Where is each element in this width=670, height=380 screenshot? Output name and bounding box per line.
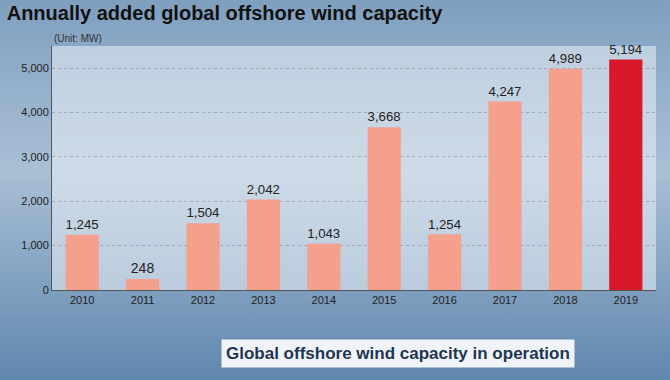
svg-text:Global offshore wind capacity: Global offshore wind capacity in operati… xyxy=(226,344,570,363)
svg-text:1,254: 1,254 xyxy=(428,217,461,232)
svg-text:2015: 2015 xyxy=(372,294,396,306)
svg-text:0: 0 xyxy=(43,284,49,296)
svg-text:2,042: 2,042 xyxy=(247,182,280,197)
svg-text:2016: 2016 xyxy=(432,294,456,306)
svg-text:2017: 2017 xyxy=(493,294,517,306)
svg-text:2019: 2019 xyxy=(614,294,638,306)
svg-text:1,043: 1,043 xyxy=(307,226,340,241)
svg-text:4,000: 4,000 xyxy=(21,106,49,118)
svg-text:2010: 2010 xyxy=(70,294,94,306)
svg-text:5,000: 5,000 xyxy=(21,62,49,74)
svg-text:4,247: 4,247 xyxy=(488,84,521,99)
svg-text:3,668: 3,668 xyxy=(368,109,401,124)
svg-text:2014: 2014 xyxy=(312,294,336,306)
svg-text:2,000: 2,000 xyxy=(21,195,49,207)
svg-text:1,504: 1,504 xyxy=(186,205,219,220)
svg-text:2011: 2011 xyxy=(131,294,155,306)
svg-text:Annually added global offshore: Annually added global offshore wind capa… xyxy=(7,2,443,24)
svg-text:2013: 2013 xyxy=(251,294,275,306)
svg-text:5,194: 5,194 xyxy=(609,42,642,57)
svg-text:1,245: 1,245 xyxy=(66,217,99,232)
svg-text:3,000: 3,000 xyxy=(21,151,49,163)
svg-text:2012: 2012 xyxy=(191,294,215,306)
svg-text:4,989: 4,989 xyxy=(549,51,582,66)
svg-text:1,000: 1,000 xyxy=(21,239,49,251)
svg-text:248: 248 xyxy=(131,260,155,276)
svg-text:2018: 2018 xyxy=(553,294,577,306)
svg-text:(Unit: MW): (Unit: MW) xyxy=(54,33,102,44)
